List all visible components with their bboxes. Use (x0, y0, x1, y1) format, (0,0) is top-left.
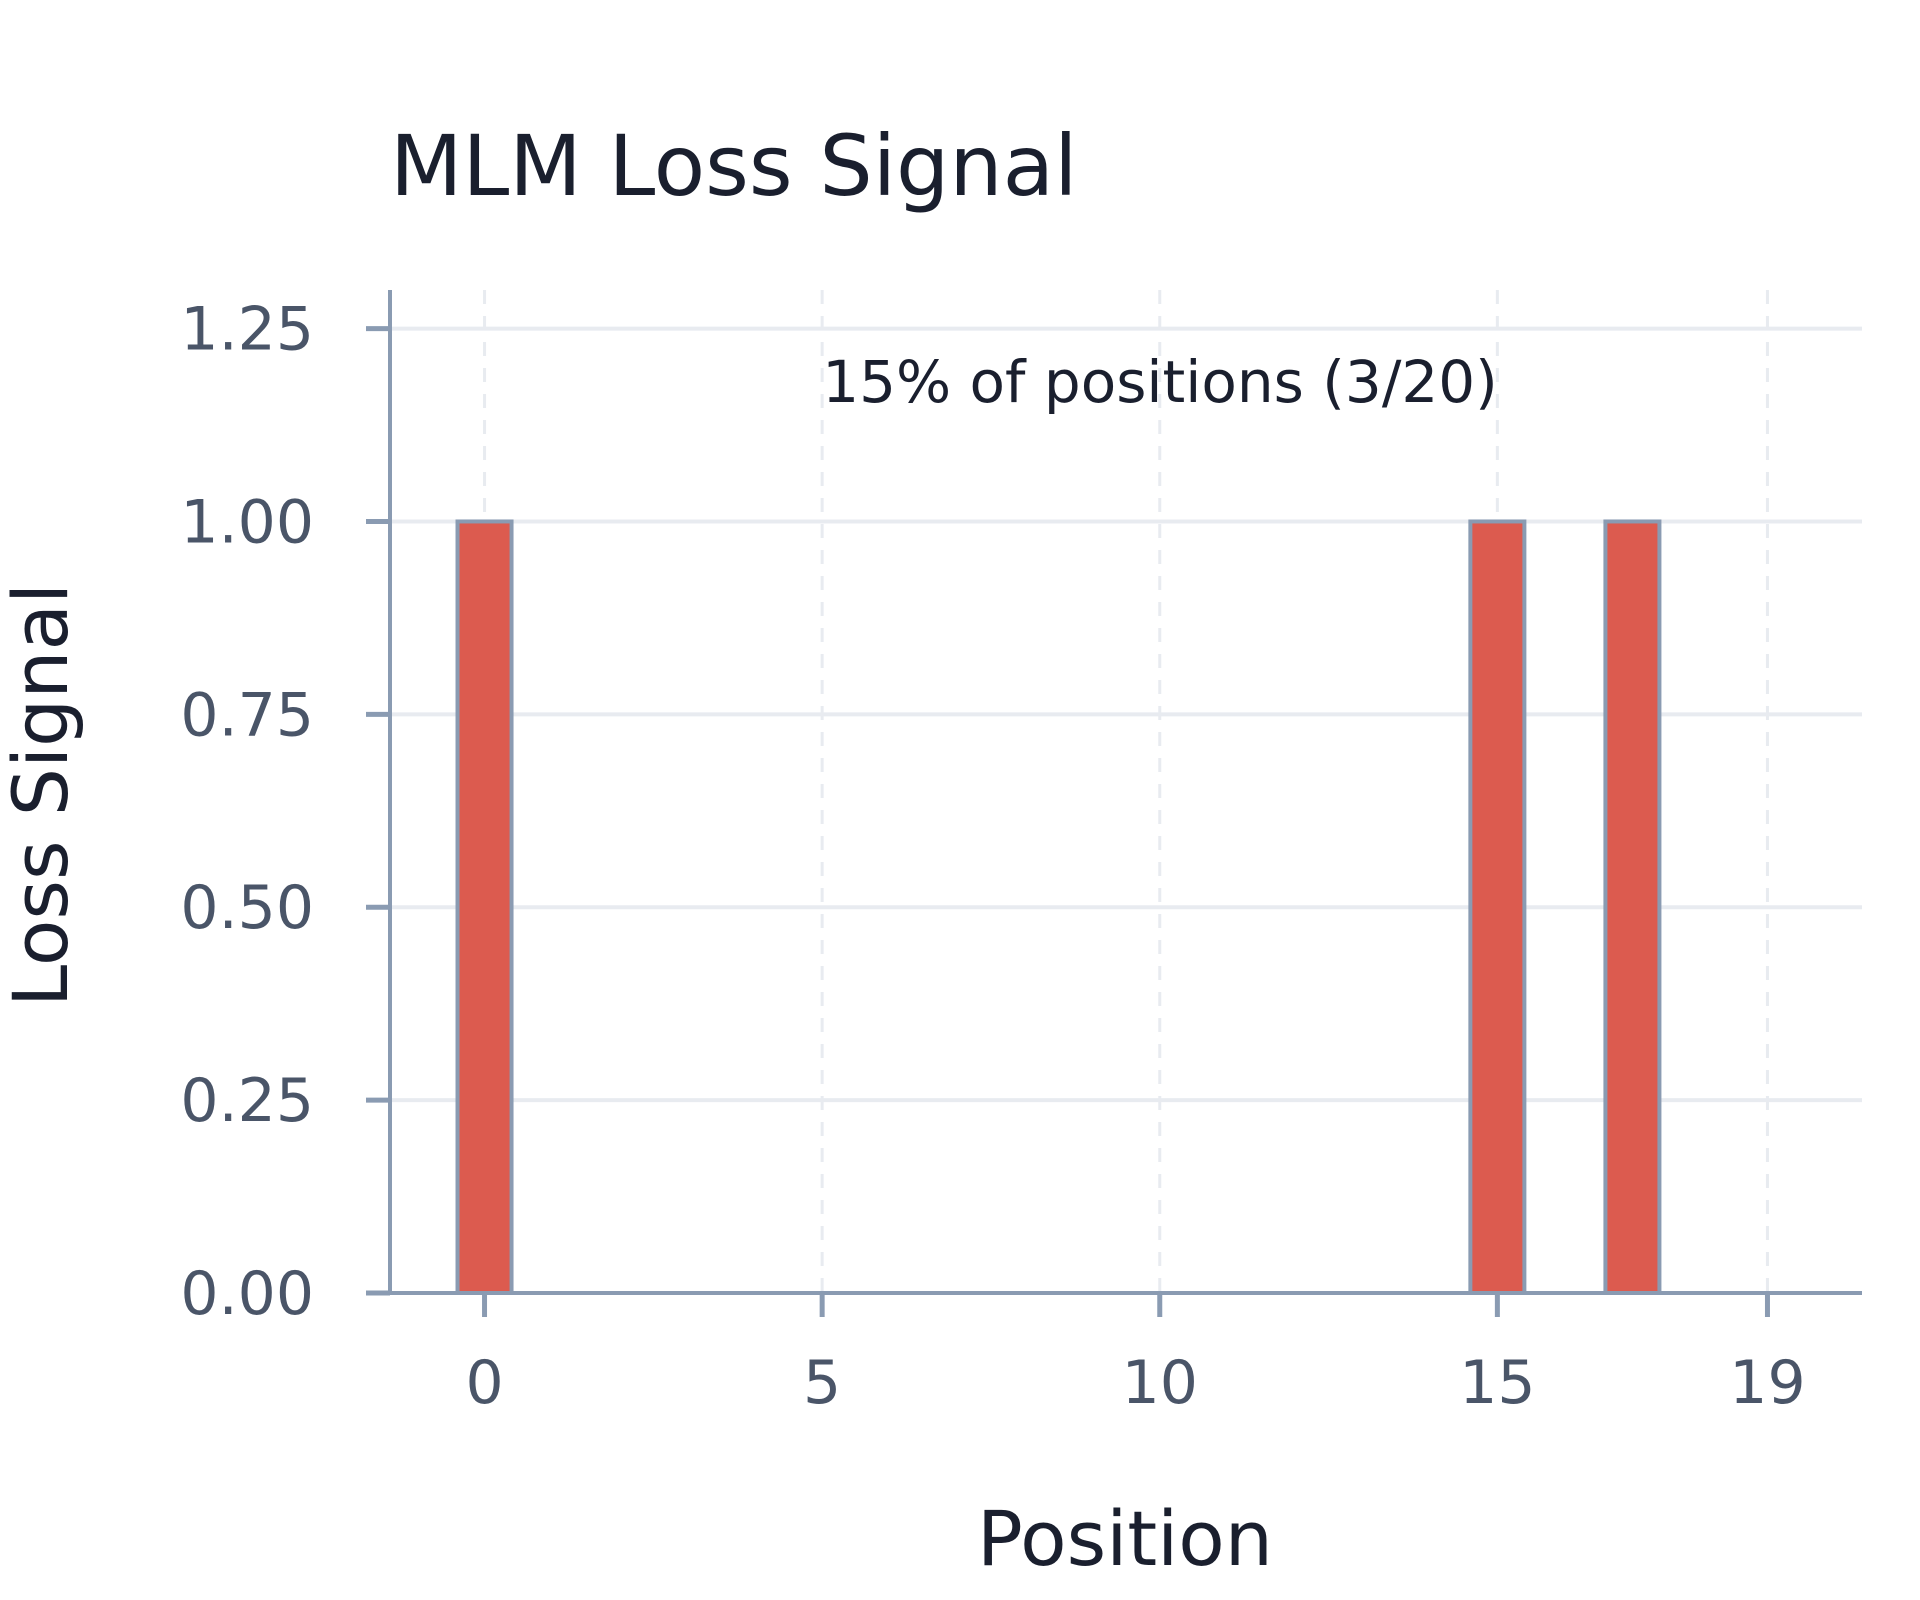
x-tick-label: 15 (1459, 1348, 1535, 1418)
y-tick-label: 0.00 (180, 1259, 314, 1329)
chart-title: MLM Loss Signal (390, 117, 1077, 215)
x-tick-label: 10 (1122, 1348, 1198, 1418)
y-axis-label: Loss Signal (0, 583, 85, 1007)
y-tick-label: 1.25 (180, 295, 314, 365)
x-tick-label: 5 (803, 1348, 841, 1418)
axes (388, 290, 1862, 1295)
annotation-text: 15% of positions (3/20) (822, 348, 1498, 416)
bar (1603, 519, 1662, 1295)
y-tick-label: 1.00 (180, 487, 314, 557)
y-tick-label: 0.75 (180, 680, 314, 750)
y-tick-label: 0.50 (180, 873, 314, 943)
x-tick-label: 19 (1729, 1348, 1805, 1418)
bar (455, 519, 514, 1295)
y-tick-label: 0.25 (180, 1066, 314, 1136)
x-axis-label: Position (977, 1494, 1273, 1583)
bar (1468, 519, 1527, 1295)
ticks: 0.00 0.25 0.50 0.75 1.00 1.25 0 5 10 15 19 (180, 295, 1805, 1418)
x-tick-label: 0 (465, 1348, 503, 1418)
